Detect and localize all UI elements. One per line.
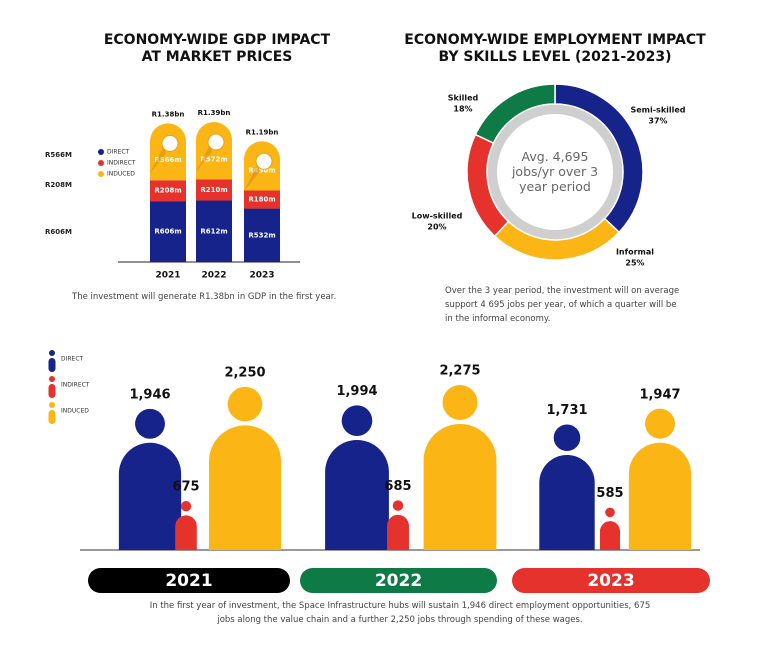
person-head <box>135 408 165 439</box>
segment-label: R208m <box>154 187 181 195</box>
pin-icon <box>161 134 179 152</box>
legend-label: DIRECT <box>107 149 130 156</box>
side-label: R606M <box>45 228 72 236</box>
person-body <box>387 514 409 550</box>
bar-segment <box>150 201 186 262</box>
segment-label: R606m <box>154 228 181 236</box>
pin-icon <box>255 152 273 170</box>
slice-value: 20% <box>427 223 446 232</box>
person-head <box>553 424 581 452</box>
person-head <box>392 500 404 511</box>
legend-icon-body <box>48 384 56 398</box>
total-label: R1.19bn <box>246 128 279 136</box>
value-label: 585 <box>596 486 623 501</box>
gdp-title: ECONOMY-WIDE GDP IMPACT AT MARKET PRICES <box>103 32 331 65</box>
person-head <box>180 501 192 512</box>
total-label: R1.39bn <box>198 109 231 117</box>
year-pill <box>88 568 290 593</box>
total-label: R1.38bn <box>152 110 185 118</box>
person-body <box>423 423 497 550</box>
value-label: 1,947 <box>639 387 680 402</box>
year-pill <box>512 568 710 593</box>
slice-value: 37% <box>648 117 667 126</box>
slice-name: Skilled <box>448 94 479 103</box>
bar-segment <box>150 180 186 202</box>
slice-name: Semi-skilled <box>630 106 685 115</box>
value-label: 2,275 <box>439 364 480 379</box>
side-label: R208M <box>45 181 72 189</box>
gdp-caption: The investment will generate R1.38bn in … <box>72 292 337 302</box>
legend-label: INDUCED <box>107 171 135 178</box>
segment-label: R612m <box>200 227 227 235</box>
donut-center-label: Avg. 4,695 jobs/yr over 3 year period <box>511 149 599 194</box>
slice-value: 25% <box>625 259 644 268</box>
legend-swatch <box>98 149 104 155</box>
value-label: 2,250 <box>224 365 265 380</box>
pin-shadow <box>196 144 212 172</box>
jobs-caption: In the first year of investment, the Spa… <box>149 601 651 625</box>
person-head <box>605 507 615 518</box>
person-head <box>227 386 263 422</box>
side-label: R566M <box>45 151 72 159</box>
legend-icon-head <box>49 402 55 408</box>
segment-label: R572m <box>200 155 227 163</box>
person-body <box>628 442 692 550</box>
bar-segment <box>244 208 280 262</box>
value-label: 1,994 <box>336 384 377 399</box>
donut-inner-ring <box>487 104 623 240</box>
donut-slice <box>474 83 556 145</box>
year-label: 2022 <box>375 571 422 591</box>
person-body <box>600 521 620 550</box>
employment-title: ECONOMY-WIDE EMPLOYMENT IMPACT BY SKILLS… <box>404 32 706 65</box>
person-body <box>209 425 281 550</box>
slice-value: 18% <box>453 105 472 114</box>
legend-swatch <box>98 160 104 166</box>
year-label: 2021 <box>165 571 212 591</box>
slice-name: Low-skilled <box>412 212 463 221</box>
legend-label: INDIRECT <box>107 160 136 167</box>
legend-label: INDUCED <box>61 408 89 415</box>
x-tick-label: 2021 <box>155 271 180 281</box>
bar-segment <box>196 179 232 201</box>
value-label: 675 <box>172 480 199 495</box>
person-body <box>539 455 595 550</box>
segment-label: R566m <box>154 156 181 164</box>
legend-swatch <box>98 171 104 177</box>
person-head <box>645 408 675 439</box>
segment-label: R180m <box>248 196 275 204</box>
person-head <box>442 385 478 420</box>
slice-name: Informal <box>616 248 654 257</box>
value-label: 1,946 <box>129 387 170 402</box>
value-label: 1,731 <box>546 403 587 418</box>
bar-segment <box>244 190 280 209</box>
x-tick-label: 2022 <box>201 271 226 281</box>
pin-shadow <box>150 145 166 174</box>
legend-icon-body <box>48 358 56 372</box>
person-body <box>175 515 197 550</box>
legend-icon-body <box>48 410 56 424</box>
bar-segment <box>196 200 232 262</box>
year-pill <box>300 568 497 593</box>
person-body <box>118 442 182 550</box>
segment-label: R210m <box>200 186 227 194</box>
value-label: 685 <box>384 479 411 494</box>
donut-slice <box>466 133 510 238</box>
x-tick-label: 2023 <box>249 271 274 281</box>
person-head <box>341 405 373 437</box>
bar-segment <box>196 122 232 180</box>
bar-segment <box>150 123 186 181</box>
employment-caption: Over the 3 year period, the investment w… <box>445 286 680 324</box>
pin-shadow <box>244 163 260 192</box>
person-body <box>325 440 389 550</box>
legend-icon-head <box>49 350 55 356</box>
segment-label: R532m <box>248 231 275 239</box>
legend-label: DIRECT <box>61 356 84 363</box>
segment-label: R490m <box>248 166 275 174</box>
legend-label: INDIRECT <box>61 382 90 389</box>
year-label: 2023 <box>587 571 634 591</box>
legend-icon-head <box>49 376 55 382</box>
pin-icon <box>207 133 225 151</box>
